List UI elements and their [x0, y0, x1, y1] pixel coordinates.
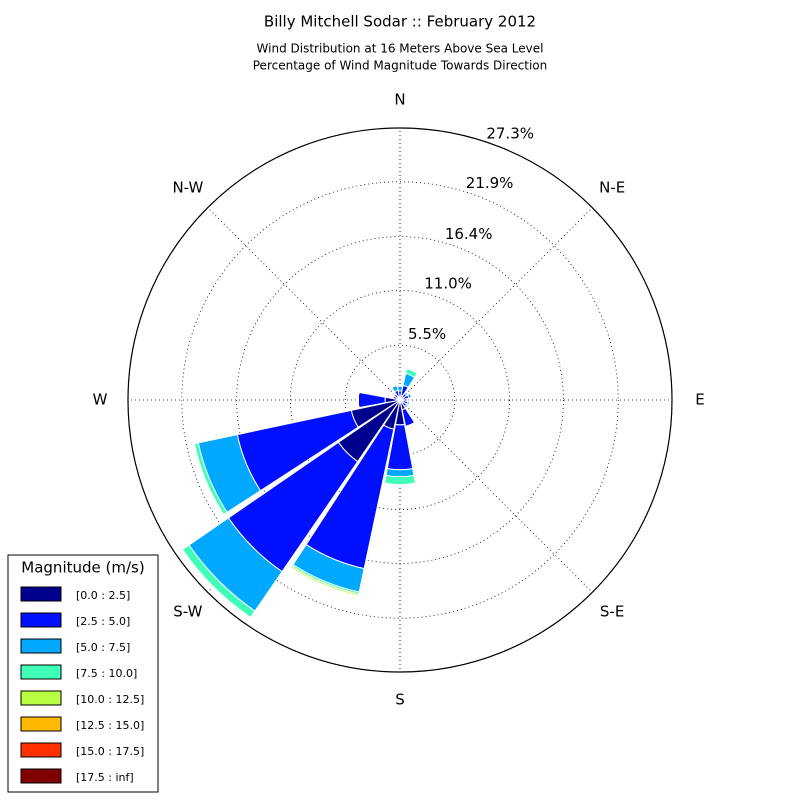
sector [384, 482, 416, 486]
grid-line [399, 207, 593, 401]
grid-circle [290, 290, 510, 510]
theta-tick-label: N [394, 91, 405, 109]
grid-circle [236, 236, 564, 564]
r-tick-label: 21.9% [466, 174, 514, 192]
sector [192, 443, 224, 516]
sector [409, 393, 413, 398]
theta-tick-label: S-W [173, 603, 202, 621]
sector [385, 467, 415, 478]
legend-label: [5.0 : 7.5] [76, 641, 130, 654]
r-tick-label: 11.0% [424, 274, 472, 292]
grid-line [207, 207, 401, 401]
chart-title: Billy Mitchell Sodar :: February 2012 [264, 13, 536, 31]
legend-swatch [20, 612, 62, 628]
legend-label: [17.5 : inf] [76, 771, 134, 784]
r-tick-label: 16.4% [445, 225, 493, 243]
legend-label: [0.0 : 2.5] [76, 589, 130, 602]
r-tick-label: 5.5% [408, 325, 446, 343]
legend-swatch [20, 716, 62, 732]
theta-tick-label: N-E [599, 178, 625, 196]
outer-frame [127, 127, 673, 673]
legend-label: [2.5 : 5.0] [76, 615, 130, 628]
sector [406, 367, 419, 373]
legend: Magnitude (m/s) [0.0 : 2.5] [2.5 : 5.0] [5… [7, 554, 159, 793]
legend-label: [15.0 : 17.5] [76, 745, 144, 758]
chart-subtitle: Wind Distribution at 16 Meters Above Sea… [257, 42, 544, 56]
chart-subtitle: Percentage of Wind Magnitude Towards Dir… [253, 59, 547, 73]
theta-tick-label: S-E [600, 603, 624, 621]
legend-swatch [20, 690, 62, 706]
legend-swatch [20, 768, 62, 784]
legend-swatch [20, 664, 62, 680]
sector [383, 474, 417, 486]
legend-label: [12.5 : 15.0] [76, 719, 144, 732]
legend-swatch [20, 742, 62, 758]
r-tick-label: 27.3% [486, 124, 534, 142]
theta-tick-label: E [695, 391, 704, 409]
bars [180, 367, 419, 620]
axes: 5.5% 11.0% 16.4% 21.9% 27.3% N N-E E S-E S S-W W N-W [93, 91, 705, 709]
grid-line [399, 399, 593, 593]
legend-swatch [20, 638, 62, 654]
legend-label: [10.0 : 12.5] [76, 693, 144, 706]
legend-swatch [20, 586, 62, 602]
legend-label: [7.5 : 10.0] [76, 667, 137, 680]
sector [290, 567, 359, 597]
theta-tick-label: W [93, 391, 108, 409]
grid-circle [344, 344, 456, 456]
legend-title: Magnitude (m/s) [21, 559, 144, 577]
theta-tick-label: S [395, 691, 405, 709]
grid-circle [181, 181, 619, 619]
theta-tick-label: N-W [172, 178, 203, 196]
